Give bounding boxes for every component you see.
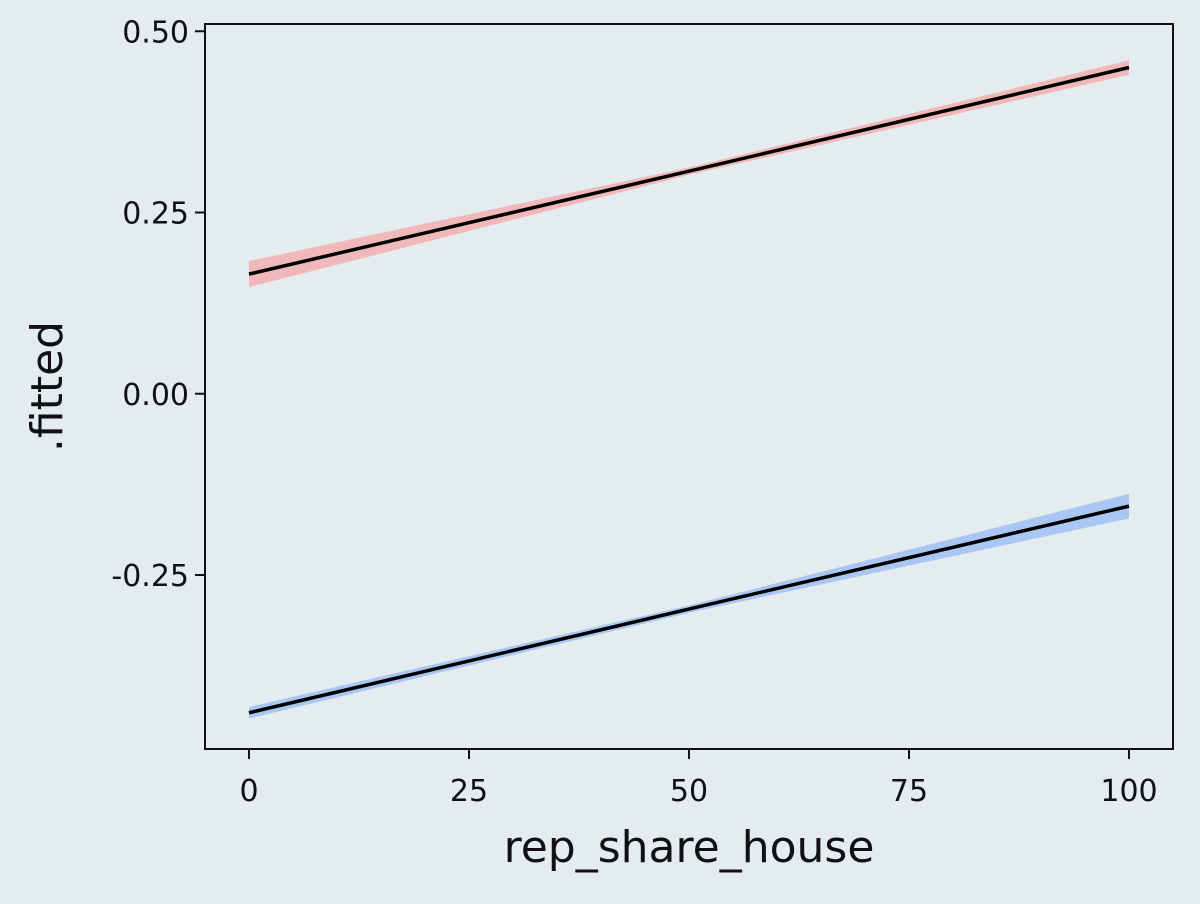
- x-axis: 0 25 50 75 100: [239, 749, 1158, 809]
- fitted-lines: [248, 65, 1130, 715]
- x-axis-title: rep_share_house: [504, 822, 875, 873]
- confidence-bands: [249, 60, 1129, 719]
- y-tick-label: 0.25: [122, 197, 189, 232]
- confidence-band-2: [249, 493, 1129, 719]
- y-tick-label: 0.50: [122, 15, 189, 50]
- plot-frame: [204, 23, 1174, 750]
- x-tick-label: 25: [450, 774, 488, 809]
- y-tick-label: -0.25: [111, 559, 189, 594]
- y-tick-label: 0.00: [122, 378, 189, 413]
- x-tick-label: 50: [670, 774, 708, 809]
- y-axis: 0.50 0.25 0.00 -0.25: [111, 15, 205, 594]
- confidence-band-1: [249, 60, 1129, 288]
- x-tick-label: 75: [890, 774, 928, 809]
- fitted-line-1: [248, 65, 1130, 276]
- x-tick-label: 0: [239, 774, 258, 809]
- x-tick-label: 100: [1100, 774, 1157, 809]
- fitted-line-2: [248, 504, 1130, 715]
- y-axis-title: .fitted: [22, 321, 73, 452]
